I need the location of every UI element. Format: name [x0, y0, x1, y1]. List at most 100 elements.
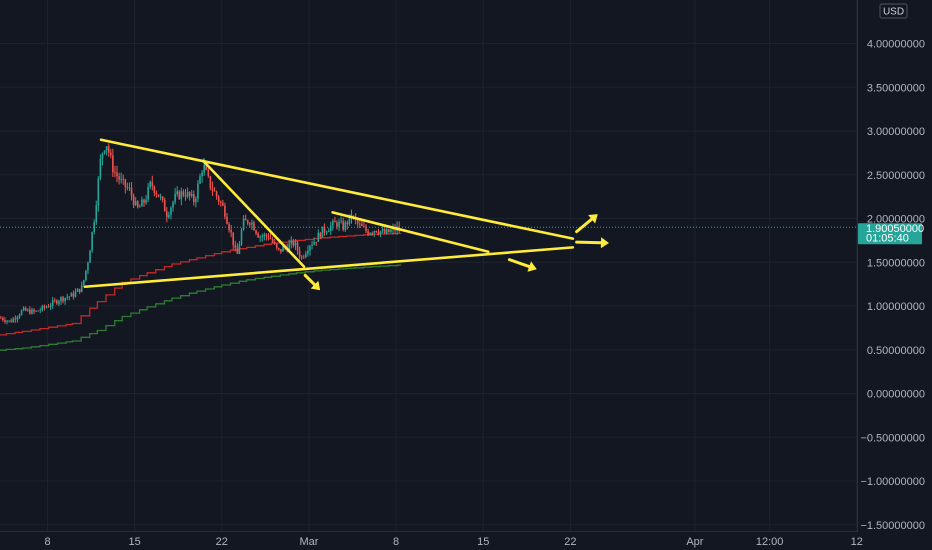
candle	[12, 316, 15, 323]
candle	[209, 175, 212, 191]
candle	[49, 302, 52, 311]
candle-body	[126, 187, 129, 188]
candle-body	[66, 297, 69, 299]
candle	[292, 238, 295, 248]
arrow-head[interactable]	[527, 261, 537, 272]
candle-body	[163, 199, 166, 212]
candle-body	[103, 150, 106, 154]
candle-body	[180, 191, 183, 200]
candle-body	[58, 301, 60, 304]
candle-body	[327, 230, 330, 232]
candle-body	[4, 320, 6, 322]
arrow-shaft[interactable]	[575, 217, 594, 234]
price-axis[interactable]: 4.00000000 3.50000000 3.00000000 2.50000000…	[860, 39, 925, 532]
candle	[240, 227, 243, 246]
candle-body	[18, 314, 21, 318]
candlesticks	[0, 143, 401, 325]
candle	[45, 305, 48, 309]
candle	[72, 290, 75, 300]
arrows[interactable]	[303, 214, 609, 291]
candle-body	[215, 191, 218, 197]
candle	[367, 228, 369, 236]
trendline[interactable]	[83, 246, 575, 289]
candle	[201, 169, 203, 183]
candle-body	[323, 226, 326, 233]
candle	[249, 222, 251, 228]
x-tick-label: 15	[129, 536, 141, 548]
candle-body	[209, 176, 212, 189]
candle-body	[222, 202, 224, 206]
countdown-label: 01:05:40	[866, 233, 909, 245]
candle-body	[166, 211, 168, 218]
candle	[31, 307, 33, 315]
arrow-shaft[interactable]	[575, 240, 603, 245]
candle-body	[367, 230, 369, 235]
time-axis[interactable]: 8 15 22 Mar 8 15 22 Apr 12:00 12	[44, 536, 862, 548]
candle-body	[134, 201, 137, 206]
candle-body	[182, 191, 185, 196]
arrow-shaft[interactable]	[303, 273, 316, 287]
arrow-head[interactable]	[310, 280, 321, 291]
arrow[interactable]	[303, 273, 321, 291]
candle-body	[271, 238, 274, 243]
candle	[180, 187, 183, 206]
candle-body	[321, 226, 324, 238]
x-tick-label: 22	[564, 536, 576, 548]
arrow[interactable]	[575, 237, 609, 249]
candle-body	[29, 309, 31, 314]
candle-body	[120, 178, 122, 180]
candle-body	[178, 191, 181, 200]
trendlines[interactable]	[83, 138, 575, 289]
currency-badge[interactable]: USD	[879, 3, 908, 19]
candle-body	[373, 230, 376, 234]
arrow-head[interactable]	[600, 237, 609, 249]
arrow-shaft[interactable]	[507, 258, 531, 269]
candle-body	[236, 247, 239, 254]
candle	[68, 296, 71, 301]
trendline[interactable]	[331, 211, 490, 254]
candle-body	[325, 231, 328, 233]
candle	[8, 320, 10, 323]
candle	[373, 230, 376, 237]
candle-body	[124, 179, 127, 188]
candle-body	[234, 245, 237, 248]
candle	[211, 181, 214, 196]
candle	[246, 219, 249, 226]
candle-body	[385, 229, 388, 234]
candle-body	[259, 236, 261, 238]
candle-body	[72, 293, 75, 297]
candle-body	[369, 233, 371, 235]
candle-body	[10, 320, 12, 323]
candle-body	[240, 229, 243, 245]
candle-body	[174, 193, 176, 203]
candle-body	[139, 206, 141, 208]
moving-averages	[0, 232, 402, 351]
trendline[interactable]	[99, 138, 575, 240]
candle	[317, 229, 320, 243]
candle	[112, 148, 114, 177]
candle-body	[207, 169, 210, 177]
candle	[232, 232, 235, 250]
x-tick-label: Apr	[686, 536, 703, 548]
candle	[336, 220, 338, 230]
candle	[58, 299, 60, 307]
candle	[278, 247, 280, 252]
trendline[interactable]	[201, 159, 306, 268]
candle-body	[290, 240, 293, 244]
candle-body	[78, 288, 81, 292]
candle-body	[340, 221, 342, 223]
candle	[166, 207, 168, 223]
candle	[296, 240, 299, 255]
candle	[107, 143, 110, 157]
candle-body	[249, 223, 251, 225]
candle	[379, 230, 382, 238]
x-tick-label: 8	[393, 536, 399, 548]
candle-body	[12, 318, 15, 323]
arrow[interactable]	[575, 214, 598, 234]
candle-body	[261, 236, 264, 238]
arrow-head[interactable]	[588, 214, 598, 224]
candle-body	[147, 186, 149, 200]
arrow[interactable]	[507, 258, 537, 272]
candle	[99, 154, 102, 181]
